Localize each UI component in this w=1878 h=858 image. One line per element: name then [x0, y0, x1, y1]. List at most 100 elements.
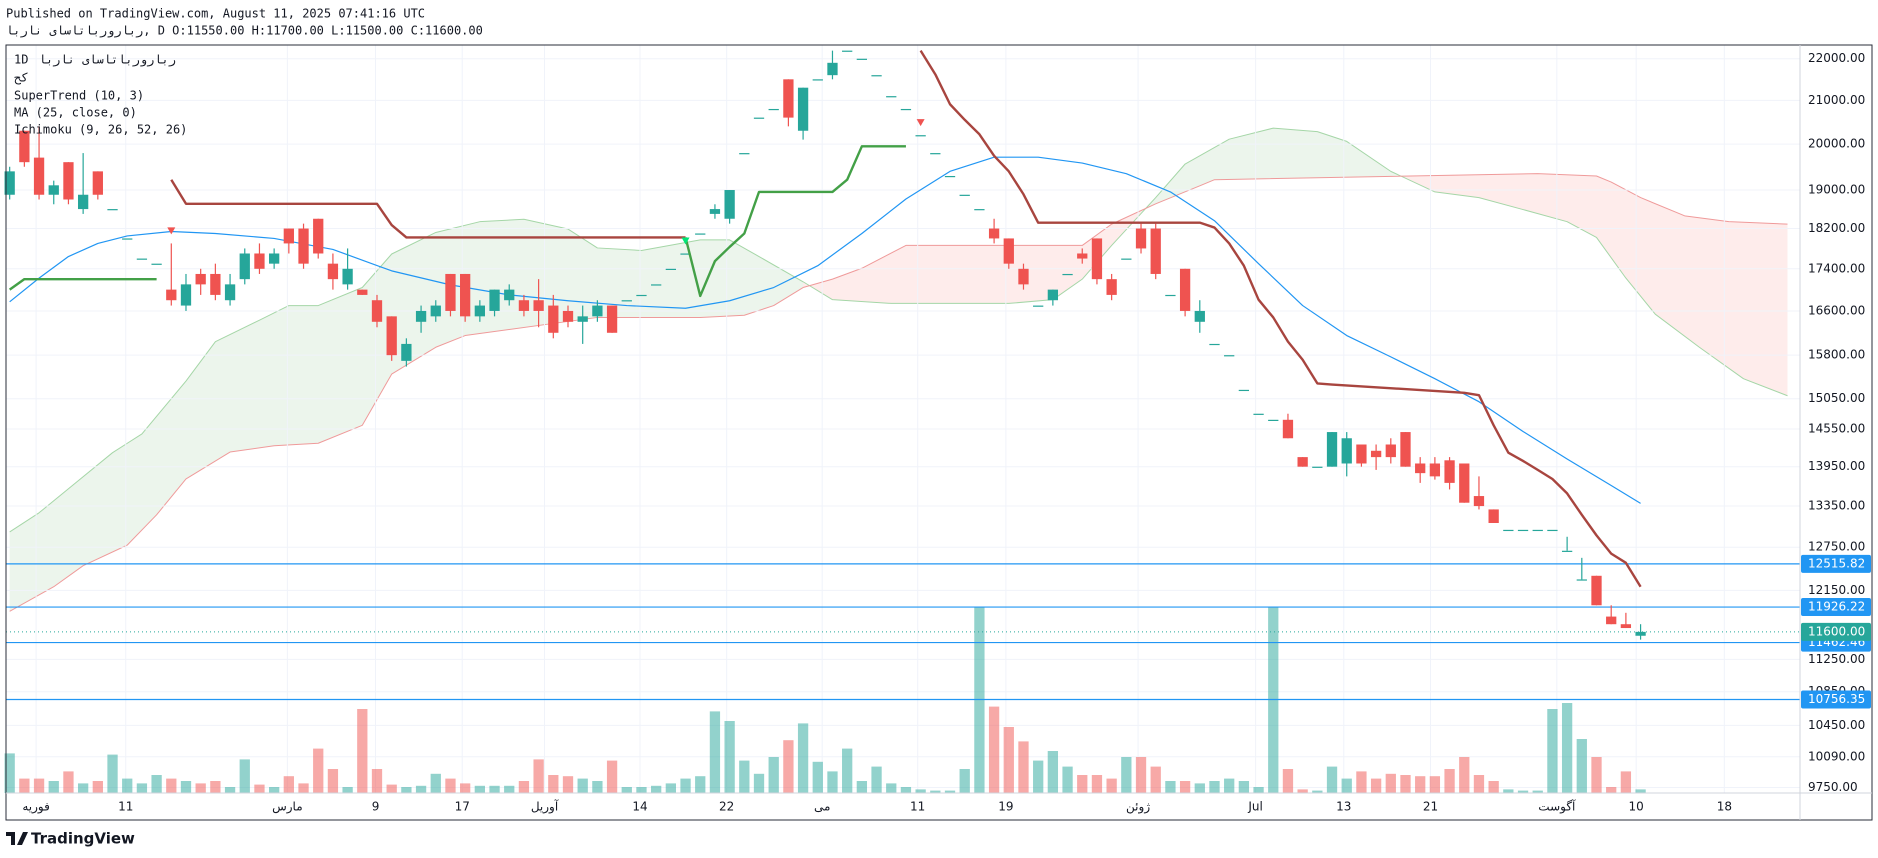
- volume-bar: [988, 706, 1000, 793]
- level-label-bg: [1801, 690, 1871, 709]
- volume-bar: [1077, 775, 1088, 793]
- y-tick-label: 22000.00: [1808, 51, 1865, 65]
- volume-bar: [1062, 766, 1073, 793]
- volume-bar: [474, 785, 485, 793]
- ma-line: [9, 156, 1641, 504]
- volume-bar: [195, 783, 206, 793]
- volume-bar: [489, 785, 500, 793]
- volume-bar: [1224, 778, 1235, 793]
- volume-bar: [327, 769, 339, 793]
- candle-body: [298, 228, 309, 264]
- supertrend-line: [919, 49, 1642, 588]
- candle-body: [1429, 463, 1441, 477]
- x-tick-label: 13: [1336, 800, 1351, 814]
- candle-body: [401, 343, 412, 361]
- volume-bar: [1121, 757, 1132, 793]
- candle-body: [606, 305, 618, 333]
- volume-bar: [1282, 769, 1294, 793]
- volume-bar: [107, 754, 118, 793]
- candle-body: [63, 162, 74, 200]
- x-tick-label: 9: [372, 800, 380, 814]
- legend-ma: MA (25, close, 0): [14, 106, 137, 120]
- candle-body: [327, 263, 339, 280]
- level-label: 10756.35: [1808, 692, 1865, 706]
- volume-bar: [63, 771, 74, 793]
- candle-body: [636, 294, 647, 297]
- candle-body: [959, 194, 970, 196]
- candle-body: [1635, 631, 1646, 636]
- level-label-bg: [1801, 598, 1871, 617]
- x-tick-label: 17: [455, 800, 470, 814]
- candle-body: [621, 300, 632, 302]
- volume-bar: [1400, 775, 1411, 793]
- candle-body: [1385, 444, 1396, 458]
- candle-body: [1135, 228, 1147, 249]
- volume-bar: [621, 787, 632, 793]
- candle-body: [665, 268, 676, 270]
- candle-body: [768, 108, 779, 111]
- candle-body: [1209, 343, 1220, 346]
- candle-body: [195, 273, 206, 285]
- y-tick-label: 18200.00: [1808, 221, 1865, 235]
- candle-body: [812, 79, 823, 81]
- volume-bar: [1106, 778, 1117, 793]
- volume-bar: [1091, 775, 1103, 793]
- candle-body: [988, 228, 1000, 239]
- volume-bar: [1370, 778, 1382, 793]
- cloud-fill-down: [803, 173, 1788, 396]
- x-tick-label: ژوئن: [1126, 800, 1150, 815]
- volume-bar: [665, 783, 676, 793]
- volume-bar: [239, 759, 250, 793]
- y-tick-label: 10450.00: [1808, 718, 1865, 732]
- legend-exchange: کح: [14, 71, 28, 85]
- volume-bar: [298, 783, 309, 793]
- candle-body: [886, 96, 897, 98]
- supertrend-signal: [916, 119, 925, 127]
- candle-body: [77, 194, 89, 210]
- candle-body: [1297, 457, 1308, 467]
- candle-body: [180, 284, 192, 306]
- volume-bar: [1033, 760, 1044, 793]
- y-tick-label: 15800.00: [1808, 348, 1865, 362]
- volume-bar: [724, 721, 735, 793]
- volume-bar: [283, 776, 294, 793]
- candle-body: [166, 289, 177, 301]
- volume-bar: [48, 781, 59, 793]
- candle-body: [1077, 253, 1088, 259]
- candle-body: [1547, 529, 1558, 532]
- volume-bar: [1194, 783, 1205, 793]
- candle-body: [254, 253, 265, 269]
- candle-body: [4, 171, 15, 195]
- candle-body: [1400, 432, 1411, 467]
- y-tick-label: 17400.00: [1808, 261, 1865, 275]
- volume-bar: [592, 781, 603, 793]
- volume-bar: [357, 709, 368, 793]
- x-tick-label: 14: [632, 800, 647, 814]
- volume-bar: [1238, 781, 1250, 793]
- candle-body: [1561, 550, 1573, 552]
- volume-bar: [224, 787, 236, 793]
- volume-bar: [1003, 727, 1014, 793]
- candle-body: [48, 185, 59, 195]
- volume-bar: [401, 787, 412, 793]
- candle-body: [1268, 419, 1279, 421]
- y-tick-label: 19000.00: [1808, 183, 1865, 197]
- volume-bar: [166, 778, 177, 793]
- y-tick-label: 10090.00: [1808, 749, 1865, 763]
- y-tick-label: 13950.00: [1808, 459, 1865, 473]
- y-tick-label: 14550.00: [1808, 421, 1865, 435]
- volume-bar: [342, 787, 353, 793]
- candle-body: [562, 310, 574, 322]
- volume-bar: [371, 769, 383, 793]
- candle-body: [1356, 444, 1367, 464]
- legend-symbol: ربارورباتاسای ناربا: [39, 53, 176, 68]
- candle-body: [548, 305, 559, 333]
- y-tick-label: 12750.00: [1808, 540, 1865, 554]
- volume-bar: [1517, 790, 1529, 793]
- candle-body: [1179, 268, 1191, 311]
- candle-body: [1620, 624, 1632, 629]
- volume-bar: [1635, 789, 1646, 793]
- y-tick-label: 12150.00: [1808, 583, 1865, 597]
- candle-body: [974, 209, 985, 211]
- volume-bar: [269, 787, 280, 793]
